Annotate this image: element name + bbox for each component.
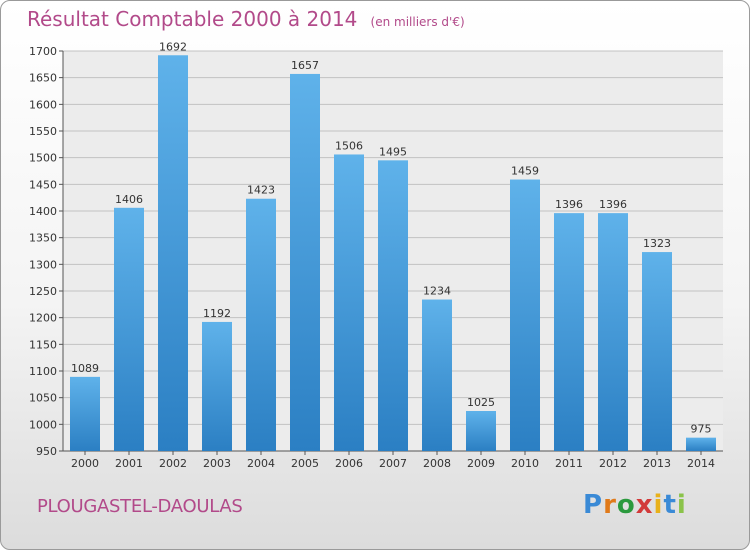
y-tick-label: 1500 [29, 152, 57, 165]
bar-value-label: 1396 [555, 198, 583, 211]
bar-value-label: 1423 [247, 184, 275, 197]
logo-letter: r [603, 490, 617, 520]
bar-value-label: 975 [691, 423, 712, 436]
bar [422, 299, 452, 451]
y-tick-label: 1600 [29, 98, 57, 111]
bar-value-label: 1459 [511, 165, 539, 178]
bar [290, 73, 320, 451]
bar [642, 252, 672, 451]
bar-value-label: 1025 [467, 396, 495, 409]
title-unit: (en milliers d'€) [370, 15, 465, 29]
x-tick-label: 2013 [643, 457, 671, 470]
bar [334, 154, 364, 451]
bar-value-label: 1692 [159, 40, 187, 53]
x-tick-label: 2000 [71, 457, 99, 470]
y-tick-label: 1200 [29, 312, 57, 325]
y-tick-label: 1050 [29, 392, 57, 405]
y-tick-label: 1650 [29, 72, 57, 85]
y-tick-label: 1150 [29, 338, 57, 351]
y-tick-label: 1100 [29, 365, 57, 378]
bar-value-label: 1192 [203, 307, 231, 320]
bar-value-label: 1406 [115, 193, 143, 206]
bar-value-label: 1495 [379, 145, 407, 158]
x-tick-label: 2005 [291, 457, 319, 470]
bar-value-label: 1323 [643, 237, 671, 250]
y-tick-label: 1450 [29, 178, 57, 191]
y-tick-label: 1700 [29, 45, 57, 58]
logo-letter: i [653, 490, 664, 520]
bar [158, 55, 188, 452]
bar [70, 376, 100, 451]
x-tick-label: 2002 [159, 457, 187, 470]
logo-letter: o [616, 490, 636, 520]
x-tick-label: 2011 [555, 457, 583, 470]
bar [378, 160, 408, 452]
x-tick-label: 2014 [687, 457, 715, 470]
logo-letter: i [676, 490, 687, 520]
title-main: Résultat Comptable 2000 à 2014 [27, 7, 358, 31]
y-tick-label: 950 [36, 445, 57, 458]
y-tick-label: 1000 [29, 418, 57, 431]
proxiti-logo: Proxiti [583, 490, 687, 520]
logo-letter: P [583, 490, 604, 520]
x-tick-label: 2012 [599, 457, 627, 470]
bar-value-label: 1234 [423, 285, 451, 298]
x-tick-label: 2007 [379, 457, 407, 470]
chart-title: Résultat Comptable 2000 à 2014 (en milli… [27, 7, 465, 31]
bar [510, 179, 540, 452]
y-tick-label: 1350 [29, 232, 57, 245]
x-tick-label: 2010 [511, 457, 539, 470]
logo-letter: x [635, 490, 654, 520]
y-tick-label: 1250 [29, 285, 57, 298]
x-tick-label: 2006 [335, 457, 363, 470]
bar [466, 411, 496, 451]
bar [598, 213, 628, 451]
y-tick-label: 1300 [29, 258, 57, 271]
logo-letter: t [663, 490, 677, 520]
x-tick-label: 2001 [115, 457, 143, 470]
bar [686, 437, 716, 451]
city-name: PLOUGASTEL-DAOULAS [37, 496, 243, 517]
bar-value-label: 1089 [71, 362, 99, 375]
x-tick-label: 2008 [423, 457, 451, 470]
x-tick-label: 2009 [467, 457, 495, 470]
x-tick-label: 2003 [203, 457, 231, 470]
bar-value-label: 1657 [291, 59, 319, 72]
bar [202, 321, 232, 451]
bar [246, 198, 276, 451]
bar-value-label: 1506 [335, 139, 363, 152]
x-tick-label: 2004 [247, 457, 275, 470]
y-tick-label: 1400 [29, 205, 57, 218]
y-tick-label: 1550 [29, 125, 57, 138]
bar [114, 207, 144, 451]
bar-value-label: 1396 [599, 198, 627, 211]
bar [554, 213, 584, 451]
